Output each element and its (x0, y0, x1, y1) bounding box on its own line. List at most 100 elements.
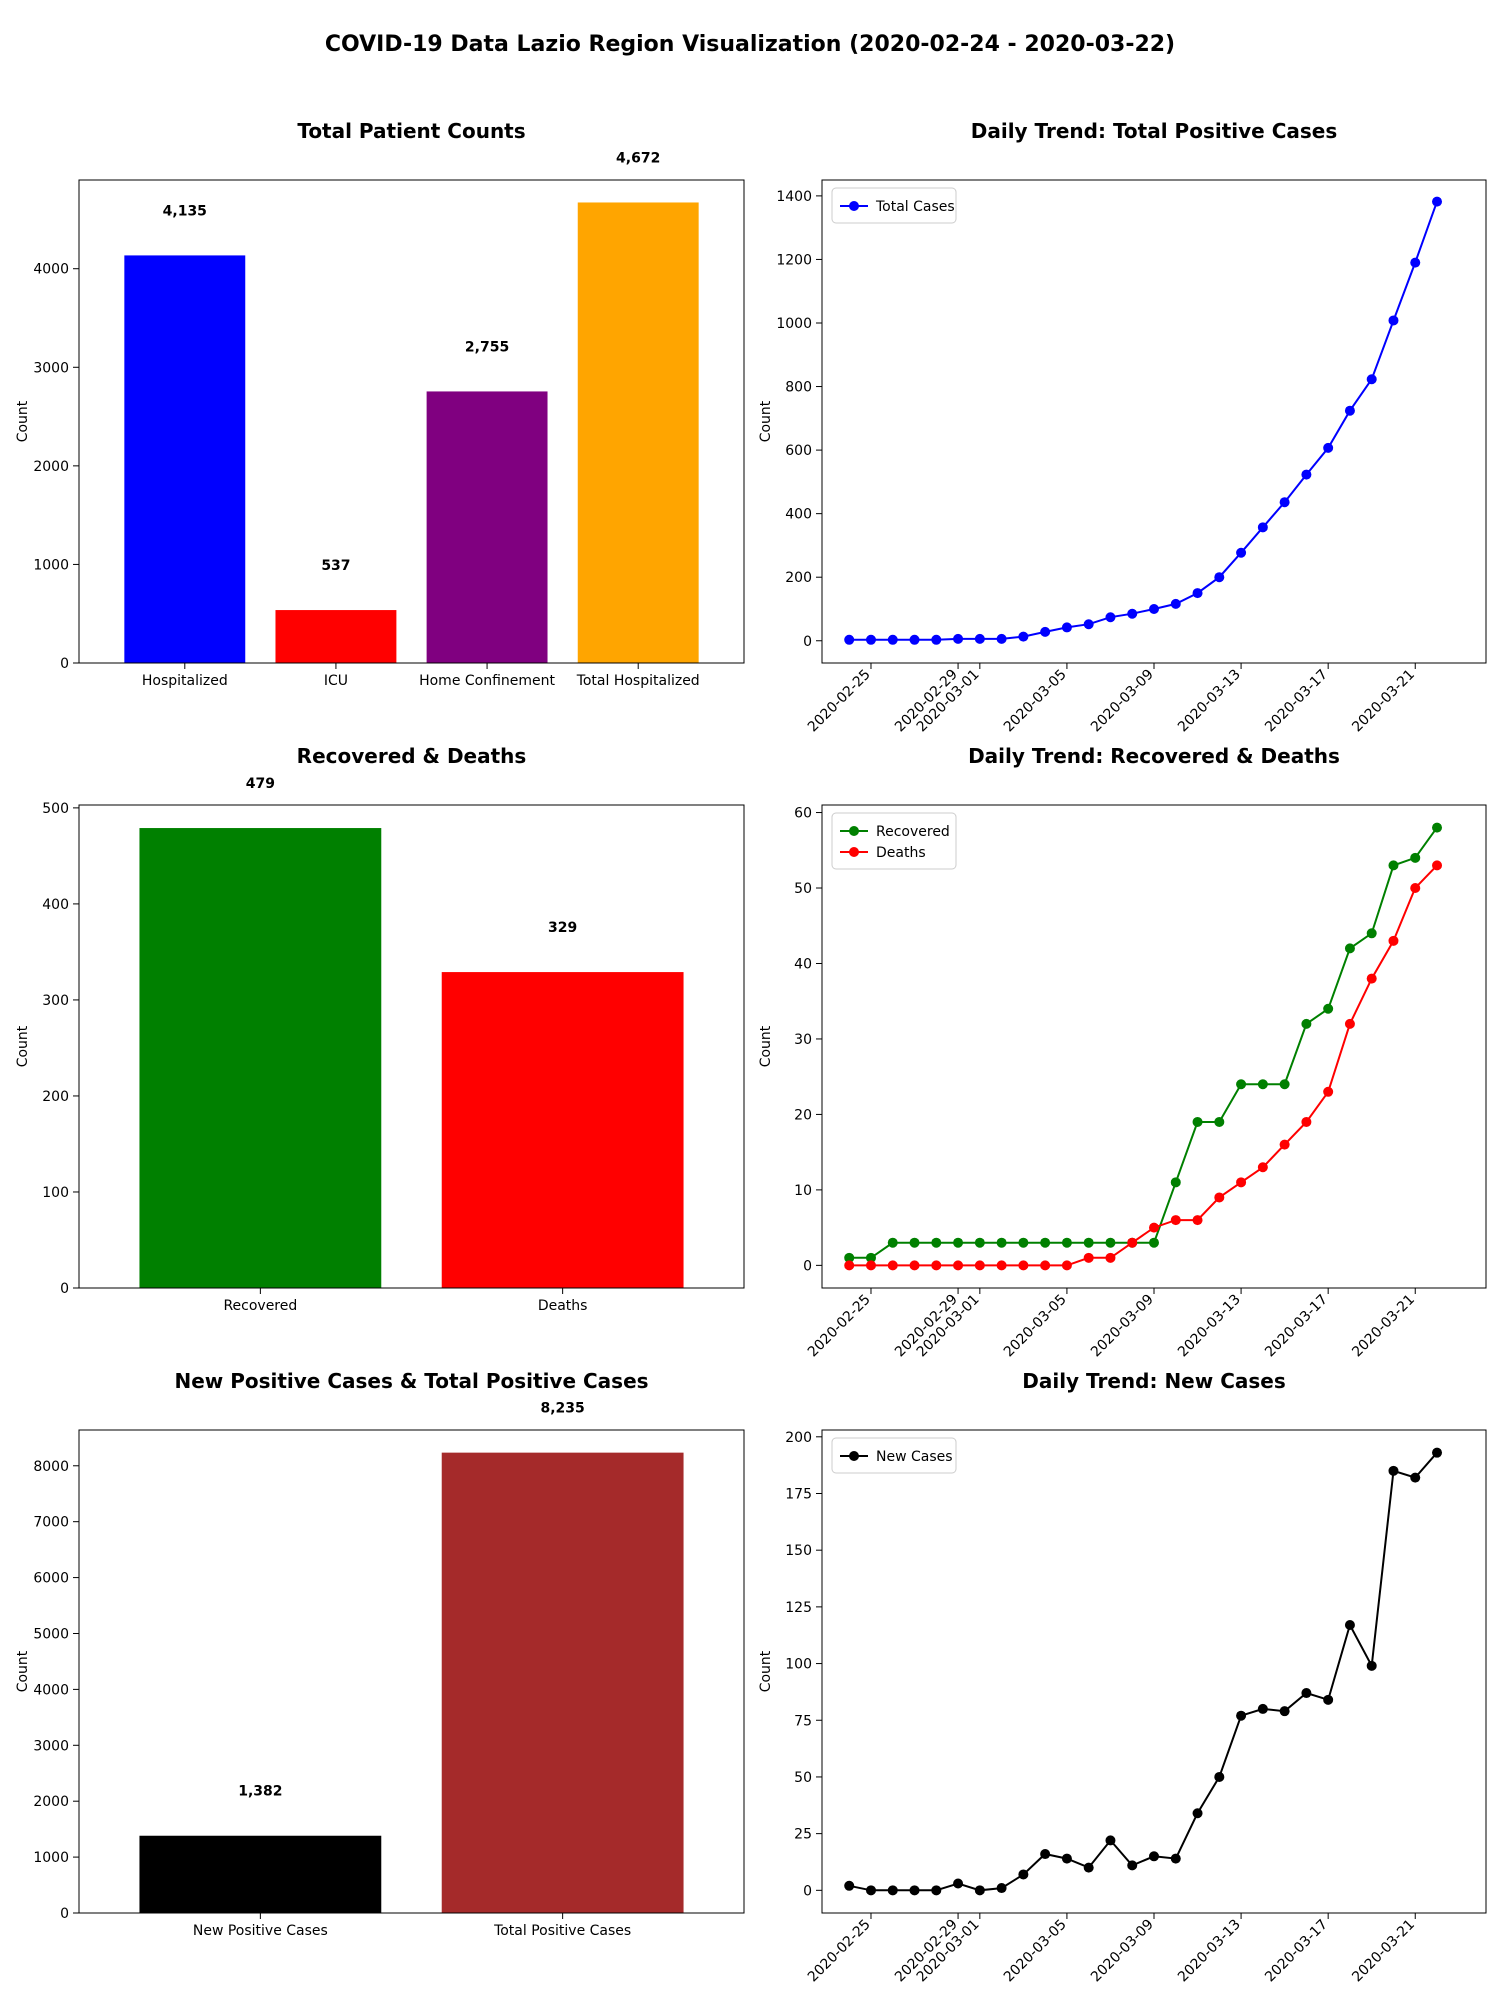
data-point (1366, 374, 1377, 385)
data-point (1323, 1003, 1334, 1014)
x-tick-label: New Positive Cases (193, 1923, 328, 1939)
x-tick-label: Hospitalized (142, 673, 228, 689)
bar-1 (139, 828, 382, 1288)
x-tick-label: 2020-03-09 (1088, 1917, 1157, 1986)
data-point (1432, 860, 1443, 871)
x-tick-label: 2020-03-13 (1175, 667, 1244, 736)
legend-marker (849, 1451, 859, 1461)
data-point (996, 1237, 1007, 1248)
daily-new-cases-ylabel: Count (758, 1650, 774, 1692)
y-tick-label: 1000 (776, 316, 812, 332)
y-tick-label: 7000 (33, 1515, 69, 1531)
y-tick-label: 50 (794, 1770, 812, 1786)
data-point (887, 1237, 898, 1248)
y-tick-label: 3000 (33, 1738, 69, 1754)
x-tick-label: 2020-03-05 (1001, 1917, 1070, 1986)
data-point (974, 1885, 985, 1896)
data-point (1040, 1237, 1051, 1248)
data-point (1410, 883, 1421, 894)
daily-new-cases-title: Daily Trend: New Cases (1022, 1369, 1286, 1393)
x-tick-label: 2020-03-17 (1262, 667, 1331, 736)
data-point (1410, 852, 1421, 863)
x-tick-label: 2020-03-05 (1001, 1292, 1070, 1361)
y-tick-label: 200 (785, 1430, 812, 1446)
x-tick-label: 2020-03-13 (1175, 1917, 1244, 1986)
data-point (1018, 1260, 1029, 1271)
data-point (844, 634, 855, 645)
y-tick-label: 1400 (776, 189, 812, 205)
daily-new-cases-legend: New Cases (831, 1437, 957, 1474)
data-point (909, 634, 920, 645)
data-point (1257, 522, 1268, 533)
total-patient-counts-ylabel: Count (15, 400, 31, 442)
data-point (909, 1260, 920, 1271)
data-point (931, 1237, 942, 1248)
series-line-1 (848, 1452, 1438, 1892)
data-point (1105, 1252, 1116, 1263)
data-point (1388, 860, 1399, 871)
data-point (931, 1885, 942, 1896)
data-point (1236, 547, 1247, 558)
bar-value-label: 4,672 (616, 150, 660, 166)
data-point (953, 1237, 964, 1248)
daily-total-positive-ylabel: Count (758, 400, 774, 442)
bar-1 (139, 1835, 382, 1913)
total-patient-counts-title: Total Patient Counts (297, 119, 525, 143)
data-point (1257, 1162, 1268, 1173)
data-point (1040, 1849, 1051, 1860)
x-tick-label: 2020-03-21 (1349, 1917, 1418, 1986)
data-point (1061, 622, 1072, 633)
legend-box (831, 1437, 957, 1474)
y-tick-label: 60 (794, 806, 812, 822)
series-line-1 (849, 827, 1438, 1259)
y-tick-label: 1200 (776, 252, 812, 268)
recovered-deaths-chart: Recovered & Deaths 0 100 200 300 400 500 Count 4… (15, 744, 745, 1314)
data-point (1040, 1260, 1051, 1271)
daily-total-positive-chart: Daily Trend: Total Positive Cases 0 200 400… (758, 119, 1487, 736)
data-point (1083, 619, 1094, 630)
data-point (1061, 1260, 1072, 1271)
x-tick-label: 2020-03-21 (1349, 667, 1418, 736)
y-tick-label: 150 (785, 1543, 812, 1559)
data-point (865, 1260, 876, 1271)
daily-total-positive-title: Daily Trend: Total Positive Cases (971, 119, 1337, 143)
data-point (1170, 598, 1181, 609)
daily-recovered-deaths-axes-frame (821, 804, 1487, 1289)
bar-value-label: 8,235 (540, 1401, 584, 1417)
data-point (1323, 1694, 1334, 1705)
x-tick-label: 2020-03-17 (1262, 1917, 1331, 1986)
y-tick-label: 20 (794, 1107, 812, 1123)
y-tick-label: 200 (785, 570, 812, 586)
x-tick-label: Home Confinement (419, 673, 555, 689)
series-line-2 (849, 864, 1438, 1267)
data-point (974, 633, 985, 644)
data-point (1214, 572, 1225, 583)
bar-1 (124, 255, 246, 663)
y-tick-label: 5000 (33, 1626, 69, 1642)
data-point (1366, 928, 1377, 939)
data-point (1061, 1853, 1072, 1864)
x-tick-label: Total Hospitalized (576, 673, 700, 689)
legend-marker (849, 201, 859, 211)
y-tick-label: 30 (794, 1032, 812, 1048)
data-point (1149, 1851, 1159, 1862)
new-vs-total-positive-title: New Positive Cases & Total Positive Case… (174, 1369, 648, 1393)
y-tick-label: 6000 (33, 1571, 69, 1587)
data-point (1149, 603, 1159, 614)
x-tick-label: 2020-03-21 (1349, 1292, 1418, 1361)
y-tick-label: 300 (42, 993, 69, 1009)
y-tick-label: 4000 (33, 262, 69, 278)
y-tick-label: 1000 (33, 557, 69, 573)
y-tick-label: 75 (794, 1713, 812, 1729)
data-point (1214, 1771, 1225, 1782)
y-tick-label: 175 (785, 1486, 812, 1502)
data-point (909, 1885, 920, 1896)
data-point (1083, 1237, 1094, 1248)
new-vs-total-positive-chart: New Positive Cases & Total Positive Case… (15, 1369, 745, 1939)
legend-marker (849, 847, 859, 857)
data-point (1127, 1860, 1138, 1871)
data-point (1170, 1853, 1181, 1864)
data-point (996, 633, 1007, 644)
daily-recovered-deaths-chart: Daily Trend: Recovered & Deaths 0 10 20 30 40… (758, 744, 1487, 1361)
